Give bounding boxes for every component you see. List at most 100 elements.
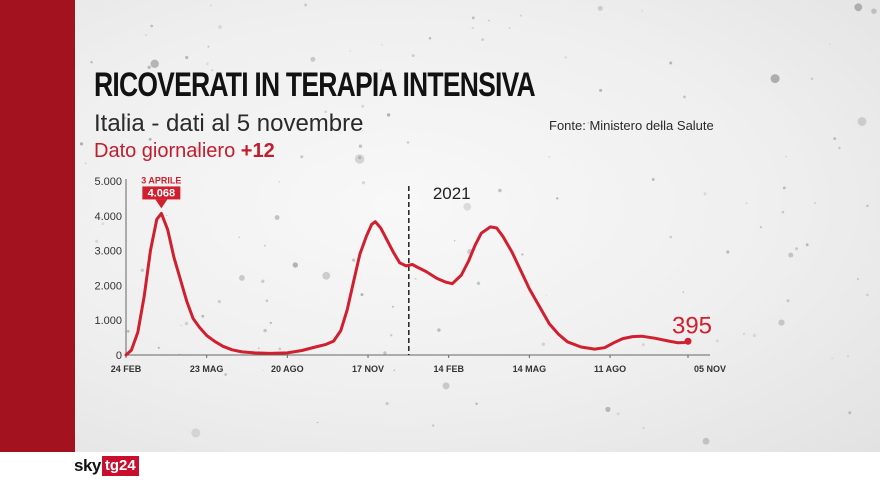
speck — [147, 65, 151, 70]
speck — [838, 146, 841, 150]
speck — [428, 36, 432, 40]
daily-change-text: Dato giornaliero — [94, 140, 236, 162]
speck — [782, 186, 786, 190]
speck — [848, 411, 852, 415]
speck — [854, 3, 863, 12]
speck — [211, 69, 214, 72]
speck — [84, 162, 87, 165]
speck — [871, 8, 877, 14]
speck — [140, 268, 144, 272]
speck — [201, 314, 205, 318]
red-side-band — [0, 0, 75, 452]
speck — [265, 299, 269, 303]
speck — [788, 252, 794, 258]
speck — [759, 226, 763, 229]
peak-value-box — [142, 186, 181, 200]
speck — [224, 373, 228, 376]
x-tick-label: 17 NOV — [352, 364, 384, 374]
x-tick-label: 05 NOV — [694, 364, 726, 374]
speck — [786, 299, 790, 303]
speck — [311, 72, 314, 75]
speck — [471, 16, 475, 20]
speck — [322, 271, 331, 280]
speck — [813, 201, 817, 205]
speck — [310, 56, 316, 62]
speck — [770, 74, 780, 84]
last-point-marker — [684, 337, 692, 345]
icu-series-line — [124, 211, 690, 357]
speck — [304, 3, 308, 7]
daily-change-label: Dato giornaliero +12 — [94, 140, 275, 163]
speck — [390, 334, 393, 337]
x-tick-label: 14 MAG — [513, 364, 547, 374]
speck — [193, 146, 200, 153]
speck — [831, 357, 833, 359]
speck — [742, 332, 746, 336]
speck — [238, 236, 240, 238]
speck — [262, 369, 264, 371]
logo-sky-text: sky — [74, 456, 101, 475]
speck — [217, 300, 221, 304]
x-tick-label: 20 AGO — [271, 364, 304, 374]
speck — [669, 61, 673, 65]
speck — [432, 424, 435, 427]
speck — [157, 346, 160, 349]
chart-panel — [75, 0, 880, 452]
speck — [406, 141, 410, 144]
speck — [206, 62, 209, 66]
speck — [264, 244, 266, 247]
speck — [150, 24, 154, 28]
background-specks — [79, 3, 877, 445]
speck — [463, 202, 472, 211]
last-value-label: 395 — [672, 312, 712, 339]
speck — [651, 178, 655, 181]
y-tick-label: 0 — [116, 350, 122, 362]
speck — [385, 402, 389, 406]
speck — [386, 113, 391, 117]
speck — [239, 275, 245, 281]
speck — [599, 88, 603, 92]
speck — [857, 117, 867, 126]
speck — [471, 26, 474, 30]
speck — [669, 235, 673, 239]
speck — [795, 247, 798, 251]
speck — [393, 369, 396, 372]
speck — [642, 427, 645, 430]
speck — [126, 330, 130, 333]
speck — [162, 182, 165, 185]
speck — [597, 5, 603, 11]
y-tick-label: 3.000 — [94, 246, 122, 258]
x-tick-label: 14 FEB — [433, 364, 464, 374]
speck — [556, 197, 559, 200]
speck — [660, 124, 664, 128]
speck — [715, 339, 719, 343]
y-tick-label: 2.000 — [94, 280, 122, 292]
speck — [498, 188, 502, 193]
speck — [178, 353, 181, 355]
speck — [805, 243, 809, 247]
speck — [587, 122, 589, 124]
source-label: Fonte: Ministero della Salute — [549, 118, 714, 133]
speck — [263, 328, 267, 333]
speck — [481, 38, 484, 41]
speck — [278, 347, 282, 351]
speck — [605, 406, 611, 412]
speck — [475, 402, 478, 405]
speck — [261, 279, 265, 283]
speck — [476, 281, 481, 285]
speck — [144, 34, 147, 37]
chart-title: RICOVERATI IN TERAPIA INTENSIVA — [94, 66, 536, 104]
speck — [683, 95, 686, 99]
speck — [278, 180, 281, 183]
speck — [564, 56, 567, 59]
speck — [703, 192, 707, 196]
speck — [360, 293, 364, 297]
year-label: 2021 — [433, 184, 471, 203]
y-tick-label: 1.000 — [94, 315, 122, 327]
speck — [207, 45, 210, 48]
speck — [508, 27, 511, 29]
speck — [210, 4, 212, 7]
speck — [778, 319, 785, 326]
speck — [702, 437, 710, 445]
